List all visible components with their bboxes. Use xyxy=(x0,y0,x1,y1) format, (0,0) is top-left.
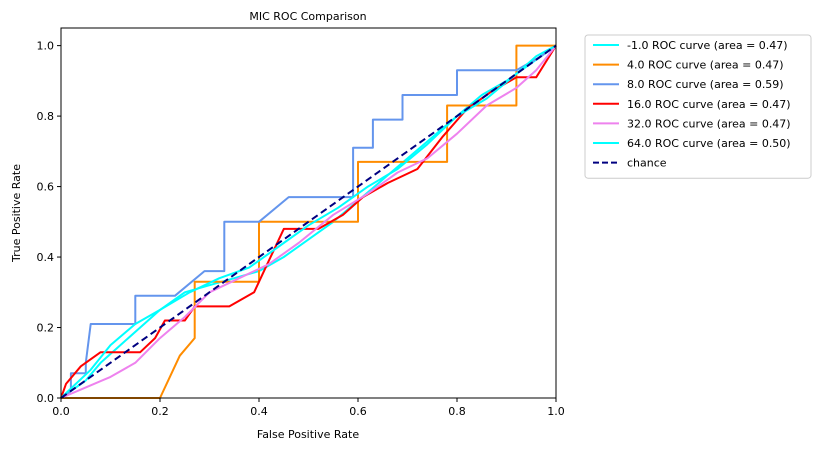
legend-label-6: chance xyxy=(627,157,667,170)
legend: -1.0 ROC curve (area = 0.47) 4.0 ROC curv… xyxy=(584,34,812,179)
y-axis-label: True Positive Rate xyxy=(10,164,23,263)
x-axis-label: False Positive Rate xyxy=(257,428,359,441)
legend-label-1: 4.0 ROC curve (area = 0.47) xyxy=(627,59,784,72)
y-tick-label: 1.0 xyxy=(37,40,55,53)
series-line-4 xyxy=(60,44,557,399)
x-tick-label: 0.8 xyxy=(448,405,466,418)
legend-label-0: -1.0 ROC curve (area = 0.47) xyxy=(627,39,788,52)
plot-frame xyxy=(60,27,557,399)
x-tick-label: 0.4 xyxy=(250,405,268,418)
y-tick-label: 0.6 xyxy=(37,181,55,194)
x-tick-label: 0.6 xyxy=(349,405,367,418)
y-tick-label: 0.0 xyxy=(37,392,55,405)
x-tick-label: 0.0 xyxy=(52,405,70,418)
series-layer xyxy=(60,44,557,399)
x-tick-label: 1.0 xyxy=(547,405,565,418)
y-tick-label: 0.2 xyxy=(37,322,55,335)
legend-label-5: 64.0 ROC curve (area = 0.50) xyxy=(627,137,791,150)
legend-box xyxy=(584,34,812,179)
series-line-5 xyxy=(60,44,557,399)
legend-label-3: 16.0 ROC curve (area = 0.47) xyxy=(627,98,791,111)
legend-label-2: 8.0 ROC curve (area = 0.59) xyxy=(627,78,784,91)
chart-title: MIC ROC Comparison xyxy=(249,10,366,23)
ticks-layer: 0.0 0.2 0.4 0.6 0.8 1.0 0.0 0.2 0.4 0.6 0.8 1.0 xyxy=(37,40,565,418)
legend-label-4: 32.0 ROC curve (area = 0.47) xyxy=(627,117,791,130)
y-tick-label: 0.4 xyxy=(37,251,55,264)
y-tick-label: 0.8 xyxy=(37,110,55,123)
x-tick-label: 0.2 xyxy=(151,405,169,418)
series-line-6 xyxy=(60,44,557,399)
